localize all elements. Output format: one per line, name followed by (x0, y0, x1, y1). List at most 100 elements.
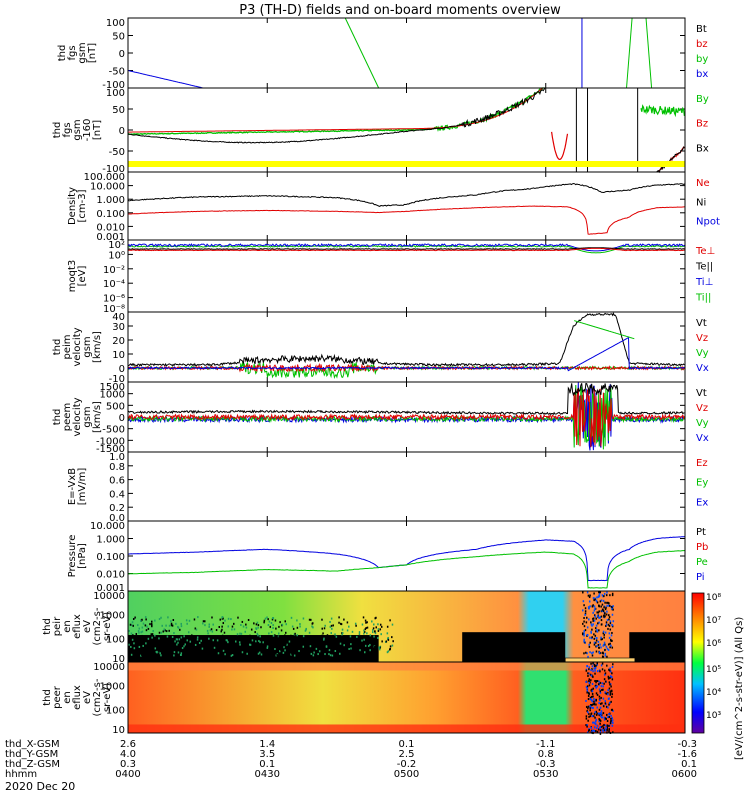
electron-spectrogram-speck (609, 683, 611, 686)
ion-spectrogram-speck (206, 641, 209, 644)
ion-spectrogram-speck (593, 605, 596, 608)
ion-spectrogram-speck (591, 652, 593, 655)
ytick-label: 1000 (100, 682, 125, 693)
ion-spectrogram-speck (583, 632, 585, 635)
ion-spectrogram-speck (147, 627, 150, 630)
electron-spectrogram-speck (590, 704, 592, 707)
ion-spectrogram-speck (597, 640, 600, 643)
ion-spectrogram-speck (158, 637, 160, 640)
ion-spectrogram-speck (242, 625, 245, 628)
ion-spectrogram-speck (282, 651, 285, 654)
ytick-label: 1000 (100, 611, 125, 622)
ion-spectrogram-speck (240, 623, 242, 626)
ion-spectrogram-speck (338, 616, 340, 619)
ion-spectrogram-speck (209, 629, 212, 632)
ytick-label: 100 (106, 705, 125, 716)
ion-spectrogram-speck (195, 646, 198, 649)
ion-spectrogram-speck (255, 627, 257, 630)
ion-spectrogram-speck (346, 621, 349, 624)
ion-spectrogram-speck (138, 631, 140, 634)
ion-spectrogram-speck (226, 652, 229, 655)
ion-spectrogram-speck (588, 600, 591, 603)
time-axis-value: 0600 (672, 769, 697, 780)
panel-ylabel: gsm (72, 119, 83, 140)
ion-spectrogram-speck (331, 654, 334, 657)
electron-spectrogram-speck (591, 706, 593, 709)
ion-spectrogram-speck (597, 611, 599, 614)
electron-spectrogram-speck (592, 695, 594, 698)
ion-spectrogram-speck (299, 623, 301, 626)
ion-spectrogram-speck (287, 651, 289, 654)
ion-spectrogram-speck (378, 647, 381, 650)
electron-spectrogram-speck (588, 666, 590, 669)
electron-spectrogram-speck (591, 703, 593, 706)
colorbar-tick: 10⁵ (706, 665, 721, 675)
ytick-label: 0 (119, 413, 125, 424)
ion-spectrogram-speck (137, 624, 139, 627)
ion-spectrogram-speck (588, 618, 590, 621)
ytick-label: 0.010 (96, 222, 125, 233)
ion-spectrogram-speck (604, 652, 607, 655)
electron-spectrogram-speck (594, 711, 596, 714)
electron-spectrogram-speck (587, 694, 590, 697)
ion-spectrogram-speck (134, 616, 136, 619)
panel-ylabel: sr-eV) (102, 683, 113, 712)
ion-spectrogram-speck (589, 605, 591, 608)
electron-spectrogram-speck (603, 716, 606, 719)
ion-spectrogram-speck (600, 623, 603, 626)
ion-spectrogram-speck (251, 639, 254, 642)
ion-spectrogram-speck (592, 617, 594, 620)
ion-spectrogram-speck (250, 628, 253, 631)
ion-spectrogram-speck (611, 592, 614, 595)
ion-spectrogram-speck (158, 631, 161, 634)
ion-spectrogram-speck (590, 630, 592, 633)
ion-spectrogram-speck (162, 637, 164, 640)
electron-spectrogram-speck (608, 731, 610, 734)
time-axis-value: 0530 (533, 769, 558, 780)
legend-entry: Vx (696, 433, 709, 444)
electron-spectrogram-speck (595, 685, 597, 688)
electron-spectrogram-speck (599, 727, 601, 730)
ion-spectrogram-speck (593, 641, 596, 644)
ion-spectrogram-speck (611, 624, 614, 627)
electron-spectrogram-speck (592, 662, 594, 665)
ion-spectrogram-speck (358, 633, 361, 636)
ion-spectrogram-speck (610, 644, 612, 647)
ion-spectrogram-speck (221, 625, 223, 628)
ion-spectrogram-speck (197, 616, 199, 619)
ion-spectrogram-speck (369, 634, 372, 637)
ion-spectrogram-speck (584, 610, 587, 613)
ion-spectrogram-speck (392, 640, 394, 643)
legend-entry: Te⊥ (695, 246, 715, 257)
ion-spectrogram-speck (365, 627, 367, 630)
ion-spectrogram-speck (310, 652, 313, 655)
ion-spectrogram-speck (606, 619, 609, 622)
ion-spectrogram-speck (281, 623, 284, 626)
time-axis-value: 0500 (394, 769, 419, 780)
time-axis-row-label: hhmm (5, 769, 37, 780)
electron-spectrogram-speck (586, 665, 588, 668)
ion-spectrogram-speck (150, 633, 153, 636)
ytick-label: 1500 (100, 382, 125, 393)
ion-spectrogram-bar (564, 657, 636, 663)
electron-spectrogram-speck (586, 685, 589, 688)
ion-spectrogram-speck (142, 641, 144, 644)
ion-spectrogram-speck (589, 636, 591, 639)
ytick-label: -50 (109, 67, 125, 78)
time-axis-value: -0.3 (677, 739, 697, 750)
ion-spectrogram-speck (603, 592, 606, 595)
ion-spectrogram-speck (284, 649, 286, 652)
ion-spectrogram-speck (386, 625, 389, 628)
panel-ylabel: E=-VxB (67, 468, 78, 505)
ion-spectrogram-speck (249, 634, 251, 637)
electron-spectrogram-speck (596, 712, 598, 715)
ion-spectrogram-speck (145, 653, 147, 656)
ion-spectrogram-speck (362, 650, 364, 653)
ion-spectrogram-speck (592, 619, 594, 622)
ion-spectrogram-speck (215, 651, 218, 654)
ion-spectrogram-speck (144, 616, 147, 619)
electron-spectrogram-speck (587, 711, 589, 714)
ion-spectrogram-speck (609, 604, 611, 607)
ion-spectrogram-speck (191, 644, 193, 647)
ion-spectrogram-speck (213, 646, 216, 649)
